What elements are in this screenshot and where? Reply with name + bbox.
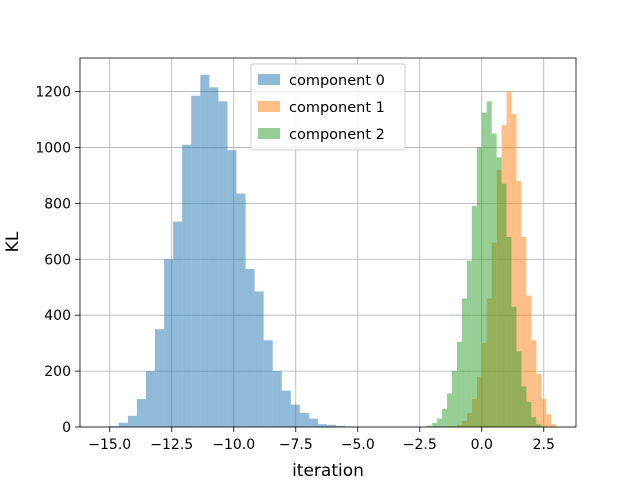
histogram-bar xyxy=(427,425,433,427)
x-tick-label: 2.5 xyxy=(533,437,555,453)
histogram-bar xyxy=(447,393,452,427)
histogram-bar xyxy=(245,269,255,427)
legend-label: component 0 xyxy=(289,73,385,89)
legend-box xyxy=(250,63,406,151)
y-tick-label: 0 xyxy=(62,420,71,436)
histogram-bar xyxy=(452,371,457,427)
y-tick-label: 800 xyxy=(44,196,71,212)
histogram-bar xyxy=(236,193,246,427)
legend-swatch xyxy=(258,101,280,112)
histogram-bar xyxy=(541,399,547,427)
histogram-bar xyxy=(531,340,537,427)
histogram-bar xyxy=(511,306,517,427)
histogram-bar xyxy=(118,422,128,427)
histogram-bar xyxy=(546,414,552,427)
axis-ticks: −15.0 −12.5 −10.0 −7.5 −5.0 −2.5 0.0 2.5 0 200 400… xyxy=(35,85,555,453)
histogram-bar xyxy=(209,87,219,428)
y-tick-label: 600 xyxy=(44,252,71,268)
y-axis-label: KL xyxy=(3,231,23,252)
x-tick-label: −7.5 xyxy=(279,437,313,453)
plot-frame xyxy=(79,57,577,428)
histogram-bar xyxy=(442,408,448,427)
histogram-bar xyxy=(471,206,477,427)
histogram-bar xyxy=(200,74,210,427)
y-tick-label: 200 xyxy=(44,364,71,380)
histogram-bar xyxy=(491,133,497,427)
legend-label: component 2 xyxy=(289,127,385,143)
histogram-bar xyxy=(516,351,522,427)
histogram-bar xyxy=(516,181,522,427)
y-tick-label: 1200 xyxy=(35,85,71,101)
histogram-bar xyxy=(164,259,174,427)
legend-swatch xyxy=(258,74,280,85)
histogram-bar xyxy=(466,260,472,427)
histogram-bar xyxy=(432,422,438,427)
histogram-bar xyxy=(272,371,282,427)
series-0-bars xyxy=(109,74,355,428)
legend: component 0 component 1 component 2 xyxy=(250,63,406,151)
histogram-bar xyxy=(155,329,165,427)
histogram-bar xyxy=(551,424,557,427)
series-2-bars xyxy=(427,101,542,428)
histogram-bar xyxy=(521,236,527,427)
histogram-bars xyxy=(109,74,557,428)
histogram-bar xyxy=(109,426,119,427)
histogram-bar xyxy=(481,112,487,428)
histogram-bar xyxy=(526,401,532,427)
histogram-bar xyxy=(145,371,156,427)
histogram-bar xyxy=(536,424,542,427)
histogram-bar xyxy=(263,340,273,427)
histogram-bar xyxy=(437,418,443,427)
y-tick-label: 1000 xyxy=(35,140,71,156)
x-tick-label: 0.0 xyxy=(471,437,493,453)
histogram-bar xyxy=(308,418,318,427)
histogram-bar xyxy=(136,399,146,427)
legend-label: component 1 xyxy=(289,100,385,116)
y-tick-label: 400 xyxy=(44,308,71,324)
histogram-bar xyxy=(486,101,492,428)
histogram-bar xyxy=(521,386,527,427)
histogram-bar xyxy=(496,157,502,427)
legend-swatch xyxy=(258,128,280,139)
histogram-bar xyxy=(536,373,542,427)
histogram-bar xyxy=(127,415,137,427)
histogram-bar xyxy=(191,95,201,427)
histogram-bar xyxy=(227,150,237,427)
x-tick-label: −2.5 xyxy=(403,437,437,453)
histogram-bar xyxy=(299,413,309,427)
x-tick-label: −15.0 xyxy=(88,437,131,453)
histogram-bar xyxy=(501,183,507,427)
histogram-bar xyxy=(290,404,300,427)
histogram-bar xyxy=(327,424,337,427)
histogram-bar xyxy=(317,424,328,427)
histogram-bar xyxy=(456,341,462,427)
histogram-bar xyxy=(461,298,467,427)
histogram-bar xyxy=(218,101,228,428)
histogram-bar xyxy=(476,147,482,428)
histogram-bar xyxy=(506,236,512,427)
histogram-bar xyxy=(526,295,532,427)
x-tick-label: −5.0 xyxy=(341,437,375,453)
histogram-bar xyxy=(254,291,264,427)
x-tick-label: −12.5 xyxy=(150,437,193,453)
histogram-bar xyxy=(336,425,346,427)
histogram-bar xyxy=(173,221,183,427)
x-tick-label: −10.0 xyxy=(212,437,255,453)
x-axis-label: iteration xyxy=(292,461,364,480)
histogram-bar xyxy=(531,417,537,427)
histogram-bar xyxy=(182,144,192,427)
histogram-bar xyxy=(511,113,517,427)
histogram-bar xyxy=(281,390,291,427)
